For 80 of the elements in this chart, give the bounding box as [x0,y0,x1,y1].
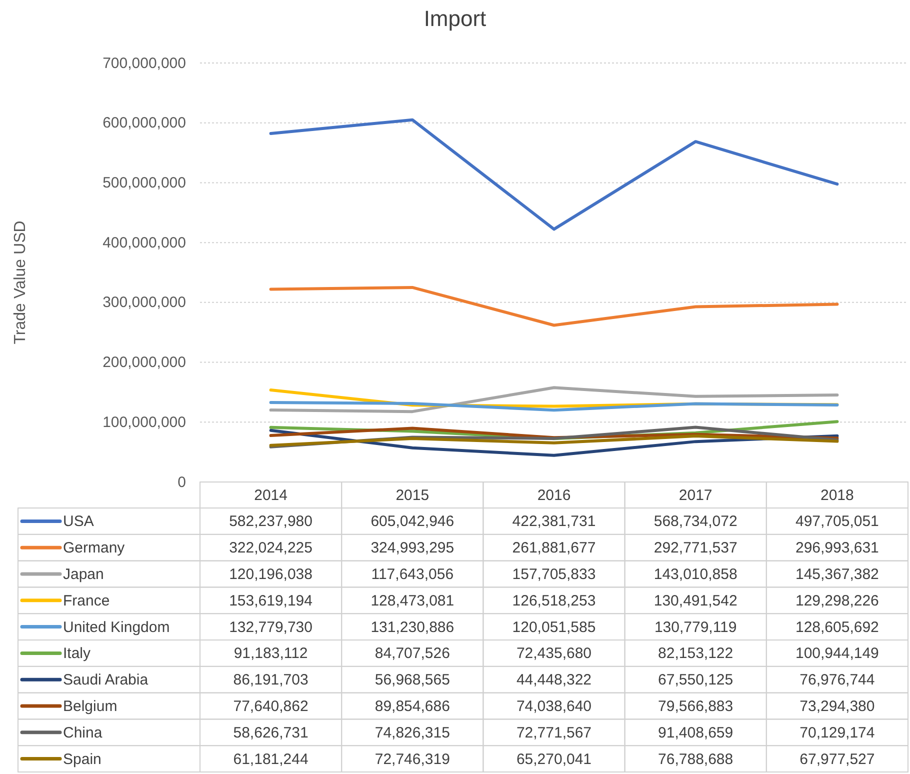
data-label: 292,771,537 [654,540,738,557]
y-tick-label: 400,000,000 [102,234,186,252]
data-label: 70,129,174 [800,724,875,742]
data-label: 117,643,056 [371,566,454,583]
line-series [269,434,839,447]
legend-label: Belgium [63,698,118,715]
data-label: 422,381,731 [512,513,596,530]
data-label: 128,473,081 [370,592,454,610]
legend-label: Italy [63,645,92,662]
data-label: 130,491,542 [654,592,738,610]
x-tick-label: 2015 [396,487,430,504]
data-label: 82,153,122 [658,645,734,662]
data-label: 322,024,225 [229,540,313,557]
data-label: 126,518,253 [512,592,596,610]
data-label: 65,270,041 [516,750,592,768]
y-tick-label: 0 [178,474,186,491]
data-label: 132,779,730 [229,618,313,636]
data-label: 324,993,295 [370,540,454,557]
legend-label: Japan [63,566,104,583]
data-label: 261,881,677 [512,540,596,557]
data-label: 120,196,038 [229,566,313,583]
legend-label: Spain [63,750,102,768]
data-label: 77,640,862 [233,698,308,715]
data-label: 131,230,886 [370,618,454,636]
data-label: 153,619,194 [229,592,313,610]
y-axis-title: Trade Value USD [12,220,29,344]
data-label: 79,566,883 [658,698,734,715]
line-series [269,286,839,327]
data-label: 72,771,567 [516,724,592,742]
data-label: 76,976,744 [800,672,875,689]
data-label: 84,707,526 [374,645,450,662]
legend-label: China [63,724,103,742]
chart-title: Import [424,6,486,31]
data-label: 497,705,051 [795,513,879,530]
x-tick-label: 2018 [820,487,854,504]
data-label: 58,626,731 [233,724,308,742]
line-series [269,118,839,231]
y-tick-label: 500,000,000 [102,174,186,192]
data-label: 67,550,125 [658,672,734,689]
legend-label: France [63,592,110,610]
data-label: 582,237,980 [229,513,313,530]
data-label: 91,408,659 [658,724,734,742]
data-label: 296,993,631 [795,540,879,557]
data-label: 44,448,322 [516,672,592,689]
data-label: 157,705,833 [512,566,596,583]
data-label: 76,788,688 [658,750,734,768]
data-label: 120,051,585 [512,618,596,636]
y-tick-label: 100,000,000 [102,414,186,431]
y-tick-label: 300,000,000 [102,294,186,312]
y-tick-label: 200,000,000 [102,354,186,372]
data-label: 129,298,226 [795,592,879,610]
data-label: 100,944,149 [795,645,879,662]
data-label: 89,854,686 [374,698,450,715]
data-label: 67,977,527 [800,750,875,768]
data-label: 86,191,703 [233,672,308,689]
x-tick-label: 2014 [254,487,288,504]
legend-label: Germany [63,540,126,557]
data-label: 145,367,382 [795,566,879,583]
legend-label: Saudi Arabia [63,672,149,689]
data-label: 74,038,640 [516,698,592,715]
data-label: 130,779,119 [654,618,737,636]
data-label: 72,435,680 [516,645,592,662]
y-tick-label: 700,000,000 [102,54,186,72]
y-tick-label: 600,000,000 [102,114,186,132]
line-series [269,401,839,412]
data-label: 74,826,315 [374,724,450,742]
data-label: 73,294,380 [800,698,875,715]
x-tick-label: 2017 [678,487,712,504]
data-label: 143,010,858 [654,566,738,583]
data-label: 91,183,112 [234,645,308,662]
legend-label: USA [63,513,94,530]
x-tick-label: 2016 [537,487,571,504]
data-label: 568,734,072 [654,513,738,530]
line-series [269,386,839,414]
data-label: 605,042,946 [370,513,454,530]
data-label: 56,968,565 [374,672,450,689]
data-label: 72,746,319 [374,750,450,768]
data-label: 61,181,244 [233,750,308,768]
data-label: 128,605,692 [795,618,879,636]
legend-label: United Kingdom [63,618,170,636]
